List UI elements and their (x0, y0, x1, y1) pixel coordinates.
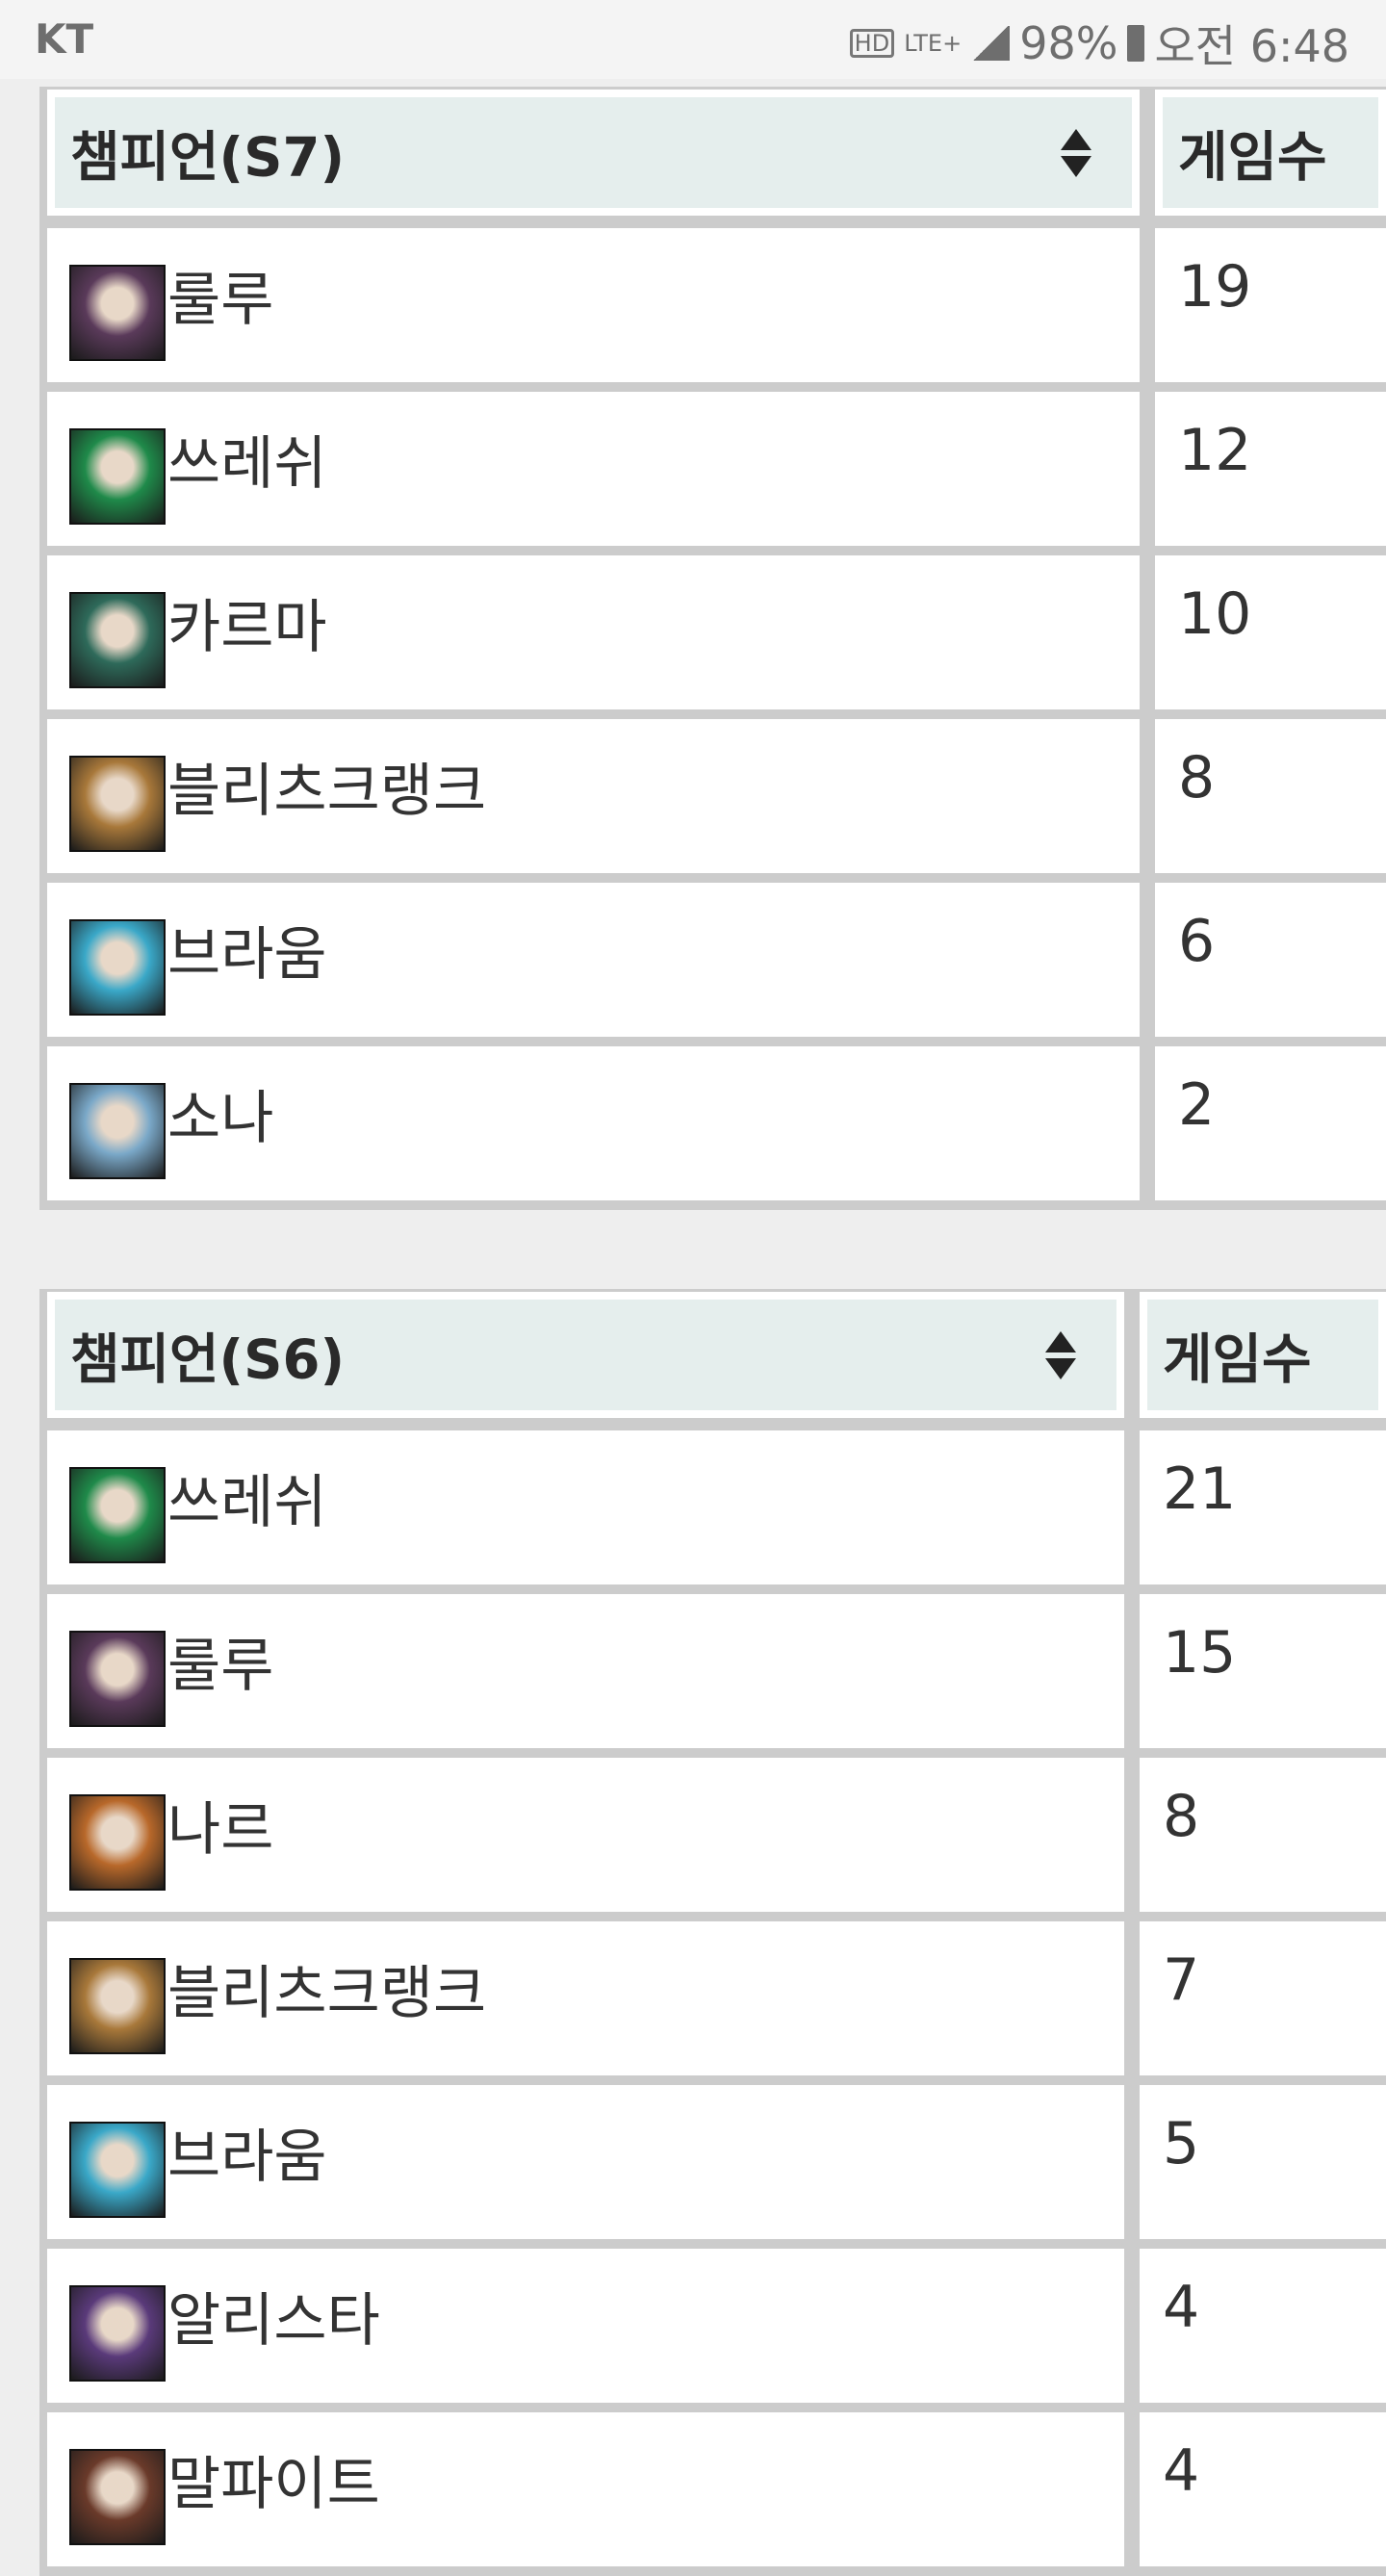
champion-cell: 브라움 (47, 2085, 1124, 2239)
header-games[interactable]: 게임수 (1155, 90, 1386, 216)
champion-name[interactable]: 쓰레쉬 (167, 1469, 327, 1536)
champion-cell: 룰루 (47, 1594, 1124, 1748)
champion-name[interactable]: 카르마 (167, 594, 327, 661)
braum-portrait-icon (69, 2122, 166, 2218)
games-cell: 4 (1140, 2249, 1386, 2403)
header-champion-label: 챔피언(S7) (70, 126, 346, 189)
champion-cell: 쓰레쉬 (47, 392, 1140, 546)
games-cell: 15 (1140, 1594, 1386, 1748)
champion-cell: 나르 (47, 1758, 1124, 1912)
signal-icon (971, 26, 1011, 61)
games-count: 4 (1163, 2274, 1200, 2341)
games-cell: 8 (1155, 719, 1386, 873)
games-count: 19 (1178, 253, 1252, 321)
battery-percent: 98% (1019, 17, 1118, 69)
champion-cell: 쓰레쉬 (47, 1430, 1124, 1584)
karma-portrait-icon (69, 592, 166, 688)
champion-name[interactable]: 소나 (167, 1085, 274, 1152)
games-count: 8 (1163, 1783, 1200, 1850)
champion-name[interactable]: 블리츠크랭크 (167, 1960, 487, 2027)
blitzcrank-portrait-icon (69, 1958, 166, 2054)
games-cell: 12 (1155, 392, 1386, 546)
games-count: 5 (1163, 2110, 1200, 2177)
games-cell: 2 (1155, 1046, 1386, 1200)
header-champion-label: 챔피언(S6) (70, 1328, 346, 1391)
games-count: 15 (1163, 1619, 1237, 1687)
games-count: 7 (1163, 1946, 1200, 2014)
champion-table-s6: 챔피언(S6) 게임수 쓰레쉬 21 룰루 15 (39, 1289, 1386, 2576)
thresh-portrait-icon (69, 428, 166, 525)
lulu-portrait-icon (69, 1631, 166, 1727)
champion-cell: 브라움 (47, 883, 1140, 1037)
games-count: 6 (1178, 908, 1216, 975)
champion-name[interactable]: 블리츠크랭크 (167, 758, 487, 825)
champion-cell: 룰루 (47, 228, 1140, 382)
games-cell: 6 (1155, 883, 1386, 1037)
champion-cell: 블리츠크랭크 (47, 1921, 1124, 2075)
champion-table-s7: 챔피언(S7) 게임수 룰루 19 쓰레쉬 12 (39, 87, 1386, 1210)
blitzcrank-portrait-icon (69, 756, 166, 852)
games-cell: 4 (1140, 2412, 1386, 2566)
champion-name[interactable]: 쓰레쉬 (167, 430, 327, 498)
games-count: 4 (1163, 2437, 1200, 2505)
champion-cell: 소나 (47, 1046, 1140, 1200)
gnar-portrait-icon (69, 1794, 166, 1891)
games-count: 2 (1178, 1071, 1216, 1139)
champion-cell: 블리츠크랭크 (47, 719, 1140, 873)
header-games-label: 게임수 (1178, 126, 1327, 189)
lte-icon: LTE+ (904, 30, 962, 57)
carrier: KT (35, 15, 94, 63)
clock: 오전 6:48 (1154, 20, 1349, 72)
braum-portrait-icon (69, 919, 166, 1016)
battery-icon (1127, 25, 1145, 62)
header-champion[interactable]: 챔피언(S7) (47, 90, 1140, 216)
thresh-portrait-icon (69, 1467, 166, 1563)
sort-icon[interactable] (1057, 127, 1095, 179)
games-cell: 19 (1155, 228, 1386, 382)
games-cell: 10 (1155, 555, 1386, 709)
champion-name[interactable]: 룰루 (167, 267, 274, 334)
hd-voice-icon: HD (849, 29, 895, 58)
champion-name[interactable]: 말파이트 (167, 2451, 380, 2518)
games-count: 21 (1163, 1455, 1237, 1523)
sort-icon[interactable] (1041, 1329, 1080, 1381)
alistar-portrait-icon (69, 2285, 166, 2382)
games-cell: 7 (1140, 1921, 1386, 2075)
header-champion[interactable]: 챔피언(S6) (47, 1292, 1124, 1418)
champion-name[interactable]: 브라움 (167, 2124, 327, 2191)
games-count: 12 (1178, 417, 1252, 484)
champion-name[interactable]: 알리스타 (167, 2287, 380, 2355)
sona-portrait-icon (69, 1083, 166, 1179)
champion-cell: 알리스타 (47, 2249, 1124, 2403)
champion-cell: 말파이트 (47, 2412, 1124, 2566)
malphite-portrait-icon (69, 2449, 166, 2545)
status-bar: KT HD LTE+ 98% 오전 6:48 (0, 0, 1386, 79)
lulu-portrait-icon (69, 265, 166, 361)
champion-cell: 카르마 (47, 555, 1140, 709)
games-count: 10 (1178, 580, 1252, 648)
games-cell: 8 (1140, 1758, 1386, 1912)
games-cell: 21 (1140, 1430, 1386, 1584)
header-games-label: 게임수 (1163, 1328, 1312, 1391)
games-cell: 5 (1140, 2085, 1386, 2239)
games-count: 8 (1178, 744, 1216, 811)
champion-name[interactable]: 룰루 (167, 1633, 274, 1700)
champion-name[interactable]: 브라움 (167, 921, 327, 989)
champion-name[interactable]: 나르 (167, 1796, 274, 1864)
header-games[interactable]: 게임수 (1140, 1292, 1386, 1418)
